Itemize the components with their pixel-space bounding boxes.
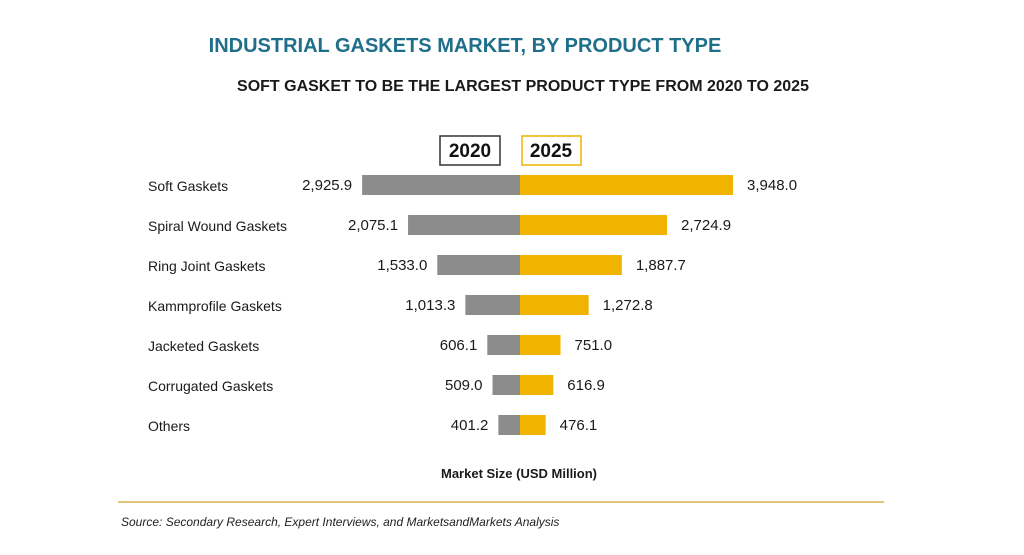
bar-2025 [520, 295, 589, 315]
bar-2020 [362, 175, 520, 195]
bar-2025 [520, 175, 733, 195]
chart-subtitle: SOFT GASKET TO BE THE LARGEST PRODUCT TY… [237, 78, 809, 95]
bar-2020 [437, 255, 520, 275]
category-label: Ring Joint Gaskets [148, 258, 266, 274]
value-label-2020: 2,075.1 [348, 217, 398, 234]
source-note: Source: Secondary Research, Expert Inter… [121, 515, 559, 529]
bar-2020 [465, 295, 520, 315]
bars-group: Soft Gaskets 2,925.9 3,948.0 Spiral Wound G… [148, 175, 797, 435]
value-label-2020: 1,533.0 [377, 257, 427, 274]
value-label-2025: 616.9 [567, 377, 605, 394]
category-label: Kammprofile Gaskets [148, 298, 282, 314]
bar-2025 [520, 215, 668, 235]
value-label-2025: 3,948.0 [747, 177, 797, 194]
bar-2025 [520, 415, 546, 435]
bar-2025 [520, 335, 561, 355]
bar-2020 [498, 415, 520, 435]
x-axis-label: Market Size (USD Million) [441, 466, 597, 481]
chart-title: INDUSTRIAL GASKETS MARKET, BY PRODUCT TY… [209, 35, 722, 57]
bar-2020 [492, 375, 520, 395]
category-label: Others [148, 418, 190, 434]
value-label-2020: 401.2 [451, 417, 489, 434]
category-label: Spiral Wound Gaskets [148, 218, 287, 234]
bar-2020 [408, 215, 520, 235]
category-label: Soft Gaskets [148, 178, 228, 194]
bar-2025 [520, 255, 622, 275]
bar-2020 [487, 335, 520, 355]
value-label-2020: 1,013.3 [405, 297, 455, 314]
bar-2025 [520, 375, 554, 395]
value-label-2025: 1,887.7 [636, 257, 686, 274]
value-label-2020: 2,925.9 [302, 177, 352, 194]
legend-2020-box [439, 135, 501, 166]
category-label: Corrugated Gaskets [148, 378, 273, 394]
legend-2025-label: 2025 [530, 141, 573, 162]
value-label-2020: 606.1 [440, 337, 478, 354]
value-label-2020: 509.0 [445, 377, 483, 394]
value-label-2025: 751.0 [575, 337, 613, 354]
legend-2020-label: 2020 [449, 141, 491, 162]
value-label-2025: 476.1 [560, 417, 598, 434]
legend-2025-box [521, 135, 582, 166]
value-label-2025: 2,724.9 [681, 217, 731, 234]
value-label-2025: 1,272.8 [603, 297, 653, 314]
category-label: Jacketed Gaskets [148, 338, 259, 354]
